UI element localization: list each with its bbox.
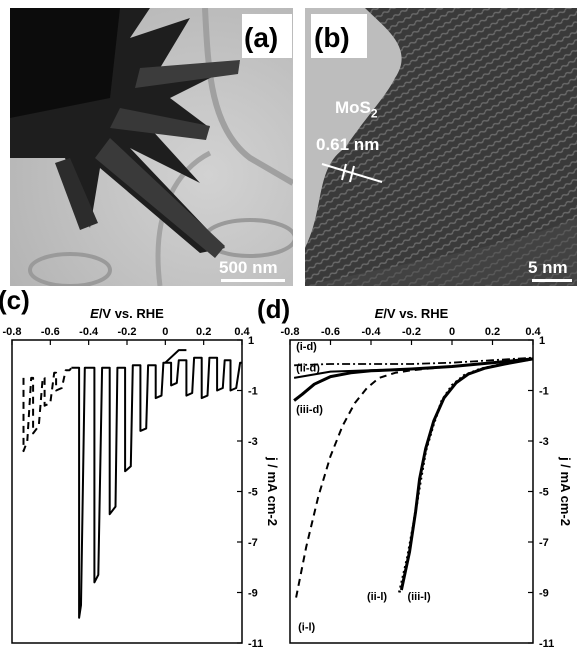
x-tick-label: -0.4 [362, 326, 382, 338]
scale-bar-a-label: 500 nm [219, 258, 278, 277]
x-tick-label: 0.2 [485, 326, 500, 338]
material-subscript: 2 [370, 106, 378, 121]
x-tick-label: 0.4 [525, 326, 541, 338]
x-tick-label: -0.6 [41, 326, 60, 338]
lattice-spacing-label: 0.61 nm [316, 135, 380, 154]
y-tick-label: -11 [248, 638, 263, 649]
series-0 [22, 364, 75, 453]
y-tick-label: -1 [248, 386, 258, 398]
y-tick-label: 1 [248, 335, 254, 347]
y-tick-label: -7 [539, 537, 549, 549]
series-label: (ii-d) [296, 363, 320, 375]
x-axis-label: E/V vs. RHE [90, 306, 164, 321]
y-tick-label: 1 [539, 335, 545, 347]
panel-label-d: (d) [257, 294, 291, 324]
series-label: (i-l) [298, 621, 315, 633]
series-i-d [294, 356, 533, 367]
x-tick-label: 0.2 [196, 326, 211, 338]
y-axis-label: j / mA cm-2 [558, 456, 573, 526]
x-tick-label: -0.4 [79, 326, 99, 338]
y-tick-label: -1 [539, 386, 549, 398]
panel-label-c: (c) [0, 285, 30, 315]
series-label: (iii-d) [296, 404, 323, 416]
x-axis-label: E/V vs. RHE [375, 306, 449, 321]
scale-bar-b-label: 5 nm [528, 258, 568, 277]
x-axis-label-italic: E [375, 306, 384, 321]
series-iii-d [293, 357, 533, 402]
x-axis-label-italic: E [90, 306, 99, 321]
x-axis-label-text: /V vs. RHE [99, 306, 164, 321]
x-tick-label: -0.2 [402, 326, 421, 338]
panel-label-a: (a) [244, 22, 279, 53]
y-tick-label: -3 [248, 436, 258, 448]
y-tick-label: -9 [539, 588, 549, 600]
material-formula: MoS [335, 98, 371, 117]
y-tick-label: -5 [539, 487, 549, 499]
x-tick-label: 0.4 [234, 326, 250, 338]
y-axis-label: j / mA cm-2 [265, 456, 280, 526]
panel-label-a-box [242, 14, 292, 58]
material-label: MoS2 [335, 98, 378, 120]
panel-label-b: (b) [314, 22, 350, 53]
y-tick-label: -7 [248, 537, 258, 549]
micrograph-b [305, 8, 577, 286]
x-tick-label: 0 [162, 326, 168, 338]
series-1 [71, 356, 242, 619]
x-tick-label: -0.8 [281, 326, 300, 338]
x-tick-label: -0.8 [3, 326, 22, 338]
x-tick-label: 0 [449, 326, 455, 338]
panel-label-b-box [311, 14, 367, 58]
scale-bar-a-line [221, 279, 285, 282]
y-tick-label: -9 [248, 588, 258, 600]
series-label: (ii-l) [367, 591, 387, 603]
lattice-spacing-marker [321, 163, 383, 183]
x-axis-label-text: /V vs. RHE [383, 306, 448, 321]
chart-d: E/V vs. RHE -0.8 -0.6 -0.4 -0.2 0 0.2 0.41 -1 -3 -… [281, 306, 573, 649]
series-2 [164, 349, 187, 364]
micrograph-b-image [305, 8, 577, 286]
series-iii-l [399, 357, 533, 591]
y-tick-label: -11 [539, 638, 554, 649]
y-tick-label: -3 [539, 436, 549, 448]
y-tick-label: -5 [248, 487, 258, 499]
scale-bar-b-line [532, 279, 572, 282]
series-label: (iii-l) [407, 591, 431, 603]
series-label: (i-d) [296, 341, 317, 353]
series-i-l [295, 357, 533, 598]
x-tick-label: -0.6 [321, 326, 340, 338]
x-tick-label: -0.2 [118, 326, 137, 338]
chart-c: E/V vs. RHE -0.8 -0.6 -0.4 -0.2 0 0.2 0.41 -1 -3 -… [3, 306, 280, 649]
